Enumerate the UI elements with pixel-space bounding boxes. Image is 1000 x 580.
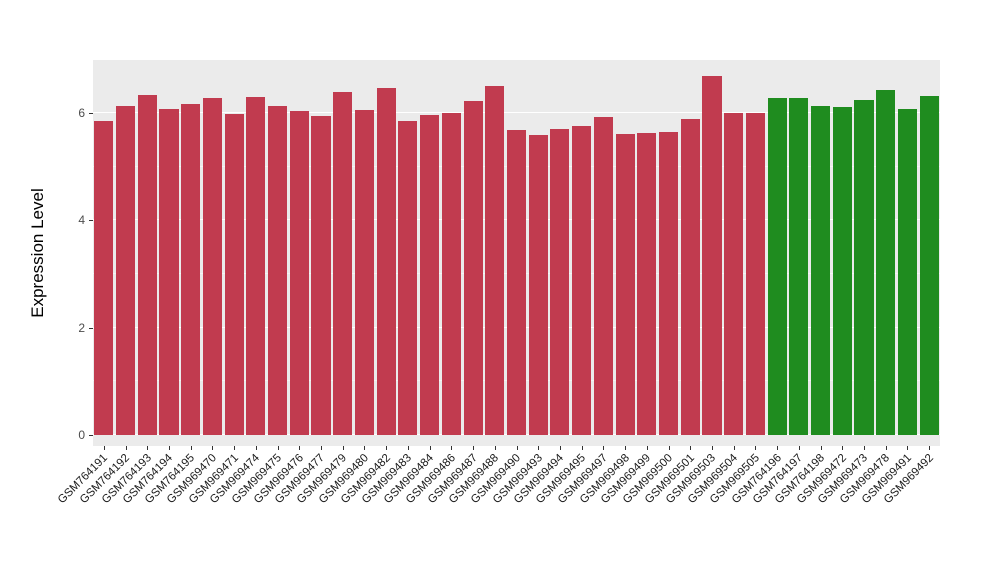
x-tick-mark: [407, 446, 409, 450]
bar: [268, 106, 288, 435]
bar: [159, 108, 179, 435]
bar: [202, 97, 222, 435]
bar: [550, 128, 570, 435]
bar: [876, 90, 896, 435]
bar: [398, 121, 418, 435]
bar: [702, 76, 722, 435]
x-tick-mark: [234, 446, 236, 450]
x-tick-mark: [820, 446, 822, 450]
bar: [289, 110, 309, 435]
bar: [658, 132, 679, 435]
x-tick-mark: [386, 446, 388, 450]
bar: [311, 116, 331, 435]
x-tick-mark: [625, 446, 627, 450]
x-tick-mark: [299, 446, 301, 450]
bar: [94, 121, 114, 435]
x-tick-mark: [342, 446, 344, 450]
bar: [506, 129, 527, 435]
x-tick-mark: [190, 446, 192, 450]
y-axis-title: Expression Level: [28, 188, 47, 318]
bar: [810, 106, 831, 435]
bar: [724, 113, 744, 435]
bar: [572, 125, 592, 435]
x-tick-mark: [494, 446, 496, 450]
bar: [463, 101, 483, 435]
bar: [897, 108, 917, 435]
y-tick-label: 2: [78, 320, 85, 335]
x-tick-mark: [516, 446, 518, 450]
bar: [637, 133, 657, 435]
x-tick-mark: [863, 446, 865, 450]
bar: [593, 116, 613, 435]
x-tick-mark: [125, 446, 127, 450]
x-tick-mark: [646, 446, 648, 450]
plot-panel: [93, 60, 940, 446]
x-tick-mark: [885, 446, 887, 450]
bar: [745, 113, 765, 435]
bar: [137, 94, 157, 435]
x-tick-mark: [147, 446, 149, 450]
bar: [789, 97, 809, 435]
bar: [333, 92, 353, 435]
bar: [181, 104, 201, 435]
x-tick-mark: [690, 446, 692, 450]
y-tick-label: 6: [78, 105, 85, 120]
x-tick-mark: [581, 446, 583, 450]
bar: [680, 119, 700, 435]
y-tick-label: 0: [78, 428, 85, 442]
x-tick-mark: [429, 446, 431, 450]
x-tick-mark: [277, 446, 279, 450]
bar: [420, 114, 440, 435]
x-tick-mark: [711, 446, 713, 450]
x-tick-mark: [907, 446, 909, 450]
y-tick-mark: [89, 435, 93, 436]
bar: [441, 112, 461, 435]
x-tick-mark: [169, 446, 170, 450]
bar: [246, 96, 266, 435]
x-tick-mark: [777, 446, 779, 450]
x-tick-mark: [212, 446, 214, 450]
x-tick-mark: [451, 446, 453, 450]
x-tick-mark: [103, 446, 105, 450]
bar: [854, 99, 874, 435]
x-tick-mark: [842, 446, 844, 450]
bar: [767, 97, 787, 435]
bar: [528, 135, 548, 435]
x-tick-mark: [929, 446, 931, 450]
x-tick-mark: [755, 446, 757, 450]
x-tick-mark: [559, 446, 561, 450]
x-tick-mark: [473, 446, 475, 450]
x-tick-mark: [321, 446, 323, 450]
bar: [615, 134, 635, 435]
x-tick-mark: [733, 446, 735, 450]
x-tick-mark: [668, 446, 670, 450]
bar: [832, 107, 852, 435]
bar: [224, 113, 244, 435]
bar: [485, 85, 505, 435]
bar: [919, 96, 939, 435]
x-tick-mark: [798, 446, 800, 450]
x-tick-mark: [538, 446, 540, 450]
x-tick-mark: [603, 446, 605, 450]
bar: [376, 87, 396, 435]
gridline-major: [93, 111, 940, 113]
bar: [116, 106, 136, 435]
y-tick-mark: [89, 220, 93, 222]
x-tick-mark: [255, 446, 257, 450]
x-tick-mark: [364, 446, 366, 450]
y-tick-label: 4: [78, 213, 85, 228]
y-tick-mark: [89, 112, 93, 114]
bar: [354, 109, 375, 435]
y-tick-mark: [89, 327, 93, 329]
